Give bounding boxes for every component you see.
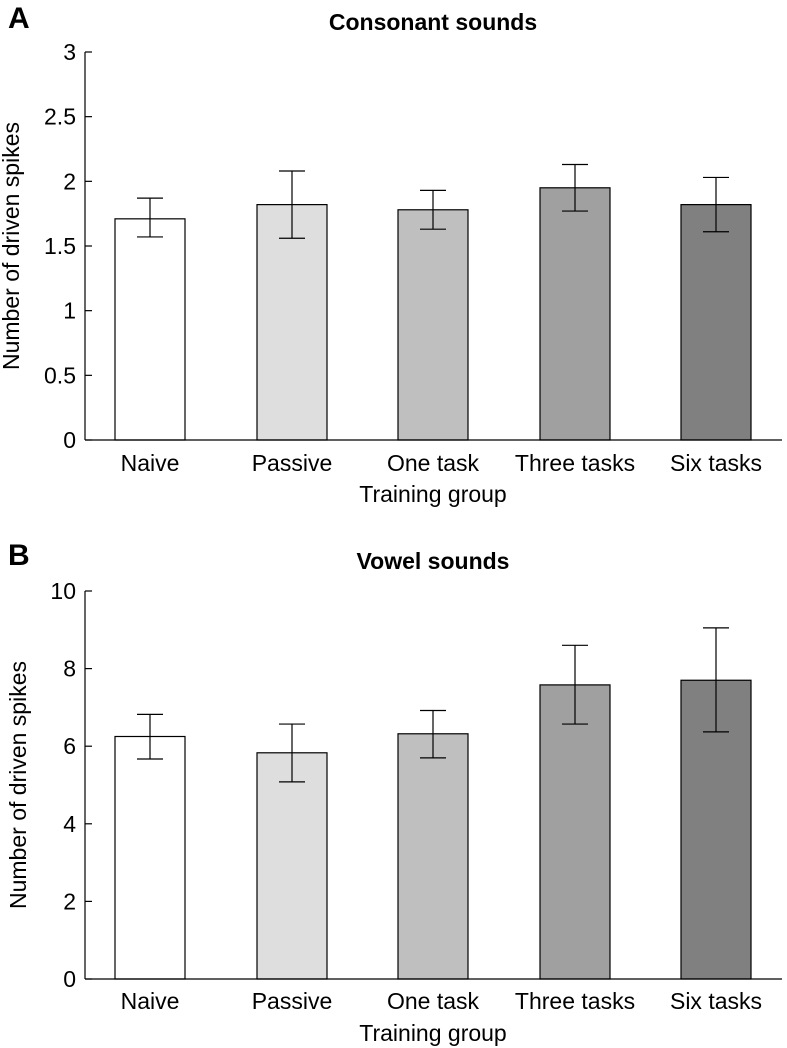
y-tick-label-b-1: 0 <box>63 966 76 992</box>
y-tick-label-b-2: 2 <box>63 888 76 914</box>
x-tick-label-a-3: One task <box>387 450 480 476</box>
y-tick-label-a-6: 2.5 <box>44 104 76 130</box>
bar-a-3 <box>397 209 469 441</box>
y-tick-label-a-5: 2 <box>63 168 76 194</box>
chart-title-b: Vowel sounds <box>357 548 510 574</box>
x-tick-label-b-3: One task <box>387 988 480 1014</box>
y-axis-label-a: Number of driven spikes <box>0 122 24 370</box>
x-tick-label-b-5: Six tasks <box>670 988 762 1014</box>
x-tick-label-a-1: Naive <box>121 450 180 476</box>
y-tick-label-a-2: 0.5 <box>44 362 76 388</box>
bar-a-2 <box>256 204 328 441</box>
x-tick-label-a-5: Six tasks <box>670 450 762 476</box>
bar-b-4 <box>539 684 611 980</box>
y-tick-label-b-4: 6 <box>63 733 76 759</box>
x-tick-label-a-2: Passive <box>252 450 333 476</box>
x-tick-label-a-4: Three tasks <box>515 450 635 476</box>
x-axis-label-a: Training group <box>359 481 506 507</box>
panel-a: A Consonant sounds Naive Passive One task T… <box>0 2 782 507</box>
y-tick-label-b-6: 10 <box>50 578 76 604</box>
y-tick-label-a-3: 1 <box>63 298 76 324</box>
y-axis-label-b: Number of driven spikes <box>5 661 31 909</box>
panel-b: B Vowel sounds Naive Passive One task Three… <box>5 539 782 1046</box>
chart-title-a: Consonant sounds <box>329 9 537 35</box>
bar-a-5 <box>680 204 752 441</box>
bar-b-1 <box>114 735 186 980</box>
panel-letter-a: A <box>8 2 30 35</box>
y-tick-label-b-5: 8 <box>63 656 76 682</box>
y-tick-label-b-3: 4 <box>63 811 76 837</box>
panel-letter-b: B <box>8 539 30 572</box>
y-tick-label-a-4: 1.5 <box>44 233 76 259</box>
bar-a-1 <box>114 218 186 441</box>
x-tick-label-b-2: Passive <box>252 988 333 1014</box>
plot-area-b: Naive Passive One task Three tasks Six tasks… <box>50 578 782 1014</box>
plot-area-a: Naive Passive One task Three tasks Six tasks… <box>44 39 782 476</box>
x-tick-label-b-4: Three tasks <box>515 988 635 1014</box>
y-tick-label-a-1: 0 <box>63 427 76 453</box>
x-tick-label-b-1: Naive <box>121 988 180 1014</box>
x-axis-label-b: Training group <box>359 1020 506 1046</box>
bar-b-3 <box>397 733 469 980</box>
y-tick-label-a-7: 3 <box>63 39 76 65</box>
bar-b-2 <box>256 752 328 980</box>
bar-a-4 <box>539 187 611 441</box>
